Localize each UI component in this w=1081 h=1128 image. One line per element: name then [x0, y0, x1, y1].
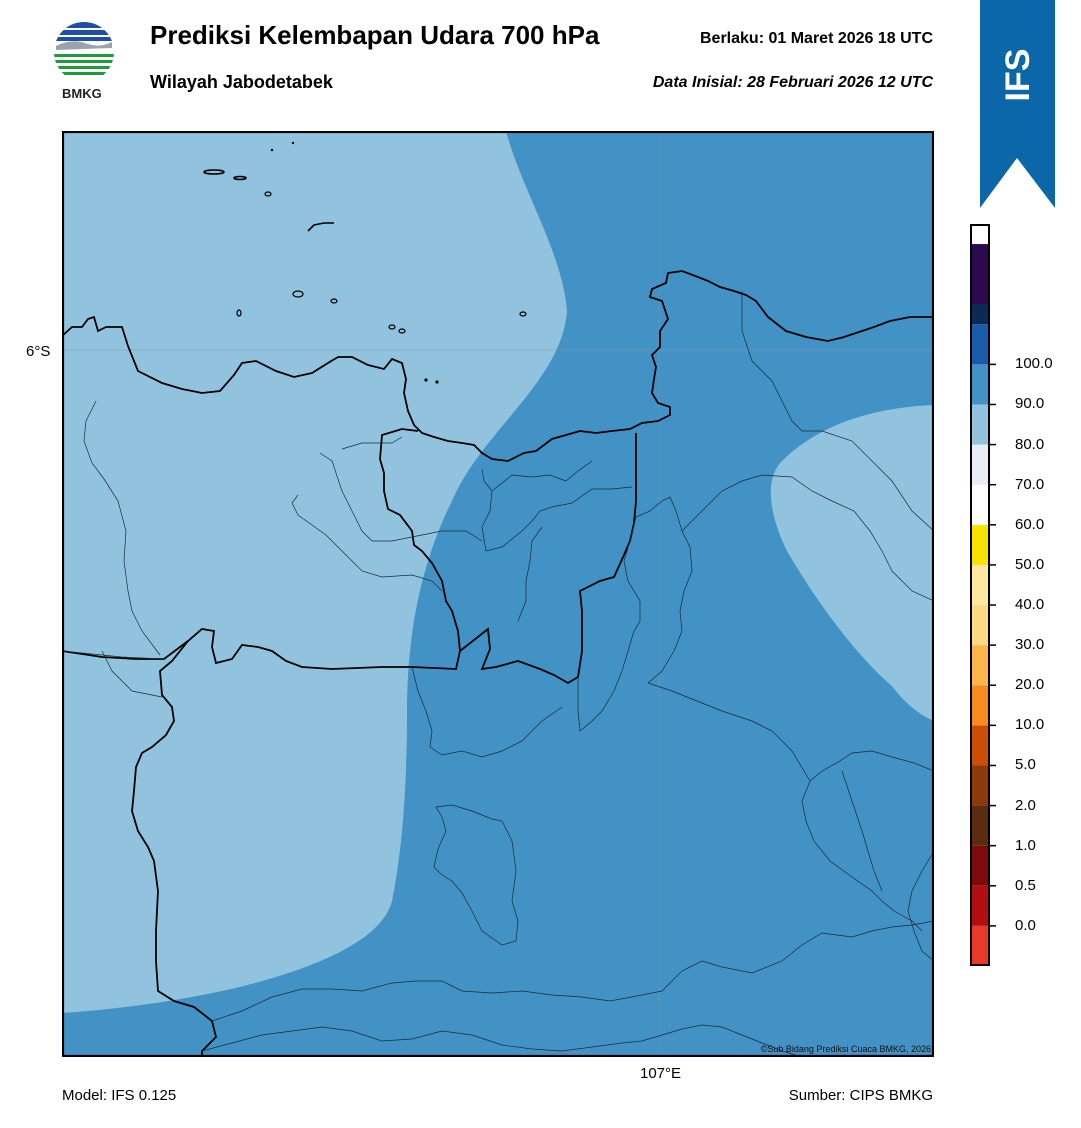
colorbar-tick-label: 0.5: [1015, 876, 1036, 894]
island: [398, 328, 406, 334]
island: [424, 378, 428, 382]
island: [233, 175, 247, 181]
colorbar-tick-label: 40.0: [1015, 596, 1045, 614]
colorbar-segment: [970, 364, 990, 405]
init-time-label: Data Inisial: 28 Februari 2026 12 UTC: [652, 74, 933, 91]
island: [270, 148, 274, 152]
logo-text: BMKG: [62, 86, 102, 101]
regency-borders: [62, 291, 934, 1057]
colorbar-segment: [970, 324, 990, 365]
colorbar-segment: [970, 765, 990, 806]
island: [435, 380, 439, 384]
island: [519, 311, 527, 317]
island: [330, 298, 338, 304]
model-label: Model: IFS 0.125: [62, 1087, 177, 1104]
colorbar-segment: [970, 725, 990, 766]
lon-label: 107°E: [640, 1065, 682, 1082]
island: [307, 222, 334, 232]
colorbar-segment: [970, 484, 990, 525]
colorbar-tick-label: 20.0: [1015, 676, 1045, 694]
province-border: [62, 428, 461, 670]
humidity-60-70-east-area: [770, 405, 934, 721]
colorbar-tick-label: 1.0: [1015, 836, 1036, 854]
colorbar-tick-label: 30.0: [1015, 636, 1045, 654]
colorbar-tick-label: 60.0: [1015, 515, 1045, 533]
colorbar-tick-label: 0.0: [1015, 916, 1036, 934]
ifs-badge-text: IFS: [998, 48, 1037, 102]
map-frame: [62, 131, 934, 1057]
valid-time-label: Berlaku: 01 Maret 2026 18 UTC: [700, 30, 933, 47]
colorbar-segment: [970, 605, 990, 646]
colorbar-segment: [970, 925, 990, 966]
lat-label: 6°S: [26, 343, 51, 360]
coastline: [62, 270, 934, 462]
colorbar-segment: [970, 444, 990, 485]
colorbar-tick-label: 2.0: [1015, 796, 1036, 814]
source-label: Sumber: CIPS BMKG: [788, 1087, 933, 1104]
copyright-text: ©Sub Bidang Prediksi Cuaca BMKG, 2026: [760, 1044, 931, 1054]
humidity-60-70-west-area: [62, 131, 567, 1013]
colorbar-tick-label: 90.0: [1015, 395, 1045, 413]
island: [388, 324, 396, 330]
colorbar-tick-label: 50.0: [1015, 555, 1045, 573]
island: [264, 191, 272, 197]
province-border: [131, 640, 217, 1057]
humidity-map: [62, 131, 934, 1057]
colorbar-segment: [970, 404, 990, 445]
colorbar-tick-label: 70.0: [1015, 475, 1045, 493]
colorbar-segment: [970, 885, 990, 926]
colorbar-segment: [970, 685, 990, 726]
colorbar-tick-label: 80.0: [1015, 435, 1045, 453]
island: [236, 309, 242, 317]
colorbar: [970, 224, 996, 966]
colorbar-tick-label: 10.0: [1015, 716, 1045, 734]
colorbar-segment: [970, 845, 990, 886]
island: [292, 290, 304, 298]
ifs-badge-icon: [980, 0, 1055, 208]
colorbar-segment: [970, 805, 990, 846]
page-title: Prediksi Kelembapan Udara 700 hPa: [150, 20, 600, 50]
colorbar-segment: [970, 564, 990, 606]
bmkg-logo-icon: [54, 22, 114, 82]
colorbar-tick-label: 100.0: [1015, 355, 1053, 373]
colorbar-segment: [970, 244, 990, 305]
colorbar-segment: [970, 645, 990, 686]
colorbar-segment: [970, 524, 990, 565]
region-subtitle: Wilayah Jabodetabek: [150, 72, 333, 92]
colorbar-tick-label: 5.0: [1015, 756, 1036, 774]
island: [203, 169, 225, 175]
island: [291, 141, 295, 145]
